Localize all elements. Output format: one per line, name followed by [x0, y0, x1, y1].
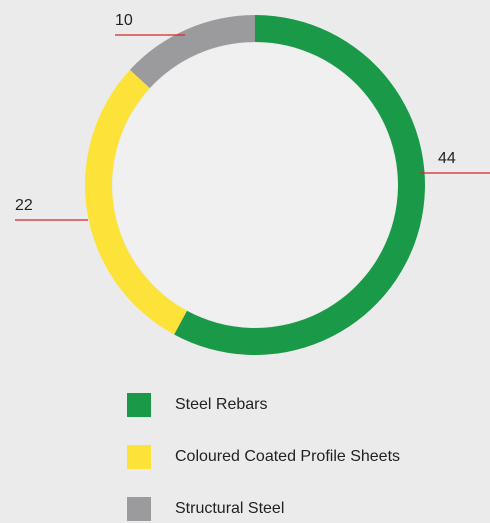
legend-swatch	[127, 497, 151, 521]
legend-text: Coloured Coated Profile Sheets	[175, 448, 400, 465]
data-label: 10	[115, 12, 133, 29]
donut-slice	[174, 15, 425, 355]
legend-swatch	[127, 393, 151, 417]
donut-slice	[84, 69, 187, 335]
donut-hole	[113, 43, 397, 327]
data-label: 22	[15, 197, 33, 214]
data-label: 44	[438, 150, 456, 167]
legend-text: Steel Rebars	[175, 396, 268, 413]
donut-slice	[129, 15, 255, 89]
legend-swatch	[127, 445, 151, 469]
legend-text: Structural Steel	[175, 500, 284, 517]
